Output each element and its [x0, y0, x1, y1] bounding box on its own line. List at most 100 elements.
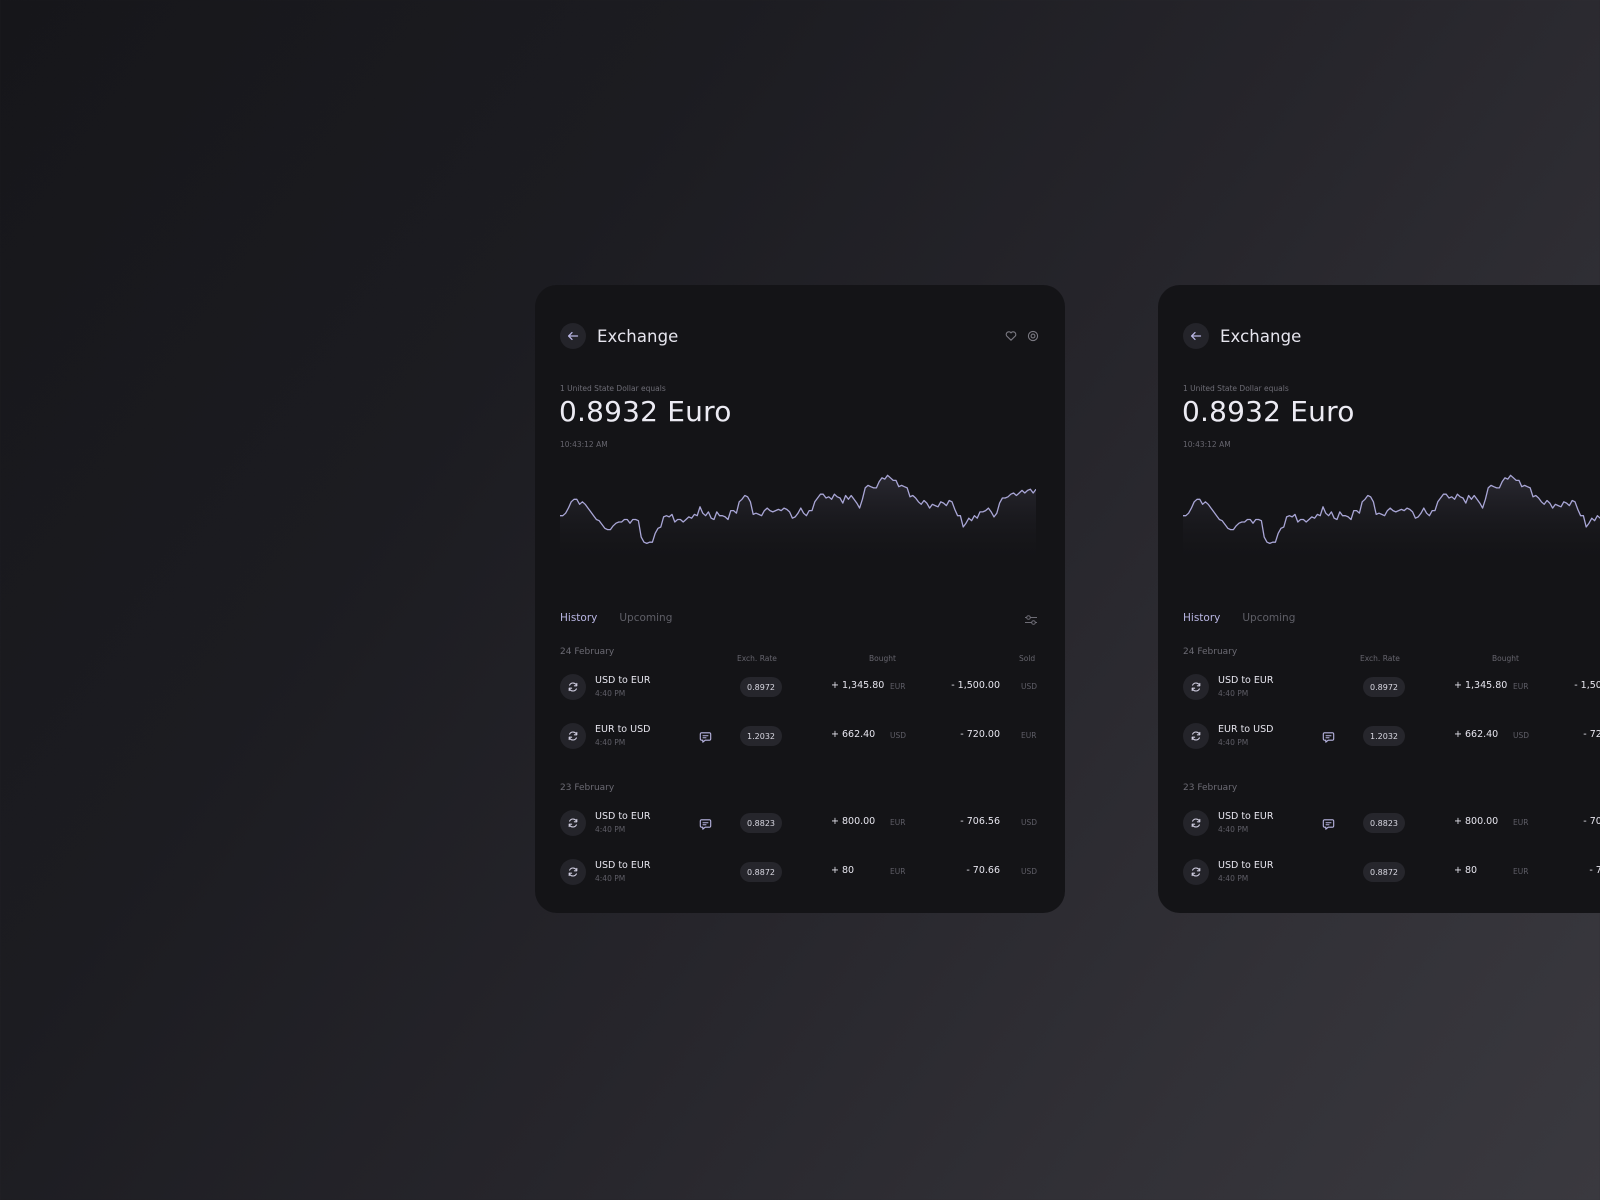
row-time: 4:40 PM [1218, 738, 1249, 747]
exchange-icon-badge [1183, 859, 1209, 885]
comment-icon [1322, 819, 1335, 830]
bought-currency: USD [890, 731, 907, 740]
exchange-card-secondary: Exchange 1 United State Dollar equals 0.… [1158, 285, 1600, 913]
bought-amount: + 662.40 [1454, 729, 1499, 740]
arrow-left-icon [567, 331, 579, 341]
rate-timestamp: 10:43:12 AM [560, 440, 608, 449]
exchange-rate-chip: 0.8872 [1363, 862, 1405, 882]
filter-button[interactable] [1024, 612, 1038, 626]
exchange-icon-badge [560, 810, 586, 836]
bought-amount: + 662.40 [831, 729, 876, 740]
comment-icon [1322, 732, 1335, 743]
table-row[interactable]: EUR to USD 4:40 PM 1.2032 + 662.40 USD -… [1183, 721, 1600, 751]
sold-currency: USD [1021, 682, 1038, 691]
bought-amount: + 1,345.80 [1454, 680, 1508, 691]
table-row[interactable]: EUR to USD 4:40 PM 1.2032 + 662.40 USD -… [560, 721, 1040, 751]
exchange-rate-chip: 0.8823 [740, 813, 782, 833]
row-title: USD to EUR [1218, 675, 1274, 686]
exchange-icon-badge [560, 723, 586, 749]
column-header-sold: Sold [1019, 654, 1036, 663]
bought-amount: + 1,345.80 [831, 680, 885, 691]
refresh-icon [1191, 682, 1201, 692]
rate-caption: 1 United State Dollar equals [1183, 384, 1289, 393]
exchange-rate-chip: 1.2032 [1363, 726, 1405, 746]
settings-icon [1027, 330, 1039, 342]
tabs: History Upcoming [560, 612, 672, 624]
rate-chart [1183, 474, 1600, 565]
tab-upcoming[interactable]: Upcoming [1242, 612, 1296, 624]
row-title: USD to EUR [1218, 860, 1274, 871]
tabs: History Upcoming [1183, 612, 1295, 624]
exchange-icon-badge [1183, 674, 1209, 700]
group-date: 23 February [560, 783, 615, 793]
sliders-icon [1025, 615, 1037, 625]
back-button[interactable] [560, 323, 586, 349]
heart-icon [1005, 331, 1017, 341]
sold-currency: EUR [1021, 731, 1037, 740]
chart-area [1183, 475, 1600, 565]
exchange-icon-badge [1183, 723, 1209, 749]
sold-amount: - 70.66 [1589, 865, 1600, 876]
note-button[interactable] [699, 816, 712, 830]
row-time: 4:40 PM [595, 738, 626, 747]
group-date: 24 February [1183, 647, 1238, 657]
table-row[interactable]: USD to EUR 4:40 PM 0.8972 + 1,345.80 EUR… [1183, 672, 1600, 702]
column-header-bought: Bought [869, 654, 896, 663]
exchange-icon-badge [560, 859, 586, 885]
row-time: 4:40 PM [595, 874, 626, 883]
table-row[interactable]: USD to EUR 4:40 PM 0.8972 + 1,345.80 EUR… [560, 672, 1040, 702]
sold-amount: - 1,500.00 [951, 680, 1000, 691]
back-button[interactable] [1183, 323, 1209, 349]
column-header-bought: Bought [1492, 654, 1519, 663]
rate-chart [560, 474, 1036, 565]
table-row[interactable]: USD to EUR 4:40 PM 0.8823 + 800.00 EUR -… [560, 808, 1040, 838]
row-time: 4:40 PM [1218, 825, 1249, 834]
exchange-icon-badge [560, 674, 586, 700]
bought-amount: + 800.00 [831, 816, 876, 827]
comment-icon [699, 732, 712, 743]
group-date: 23 February [1183, 783, 1238, 793]
exchange-rate-chip: 0.8823 [1363, 813, 1405, 833]
table-row[interactable]: USD to EUR 4:40 PM 0.8872 + 80 EUR - 70.… [560, 857, 1040, 887]
favorite-button[interactable] [1004, 329, 1018, 343]
chart-area [560, 475, 1036, 565]
note-button[interactable] [1322, 816, 1335, 830]
tab-history[interactable]: History [560, 612, 598, 624]
bought-currency: EUR [890, 682, 906, 691]
bought-currency: EUR [890, 867, 906, 876]
exchange-icon-badge [1183, 810, 1209, 836]
exchange-card: Exchange 1 United State Dollar equals 0.… [535, 285, 1065, 913]
settings-button[interactable] [1026, 329, 1040, 343]
arrow-left-icon [1190, 331, 1202, 341]
sold-amount: - 720.00 [960, 729, 1000, 740]
table-row[interactable]: USD to EUR 4:40 PM 0.8872 + 80 EUR - 70.… [1183, 857, 1600, 887]
bought-currency: EUR [1513, 818, 1529, 827]
tab-upcoming[interactable]: Upcoming [619, 612, 673, 624]
row-title: USD to EUR [595, 675, 651, 686]
bought-currency: EUR [1513, 682, 1529, 691]
row-time: 4:40 PM [1218, 874, 1249, 883]
column-header-rate: Exch. Rate [737, 654, 777, 663]
table-row[interactable]: USD to EUR 4:40 PM 0.8823 + 800.00 EUR -… [1183, 808, 1600, 838]
column-header-rate: Exch. Rate [1360, 654, 1400, 663]
refresh-icon [1191, 867, 1201, 877]
bought-currency: EUR [890, 818, 906, 827]
sold-amount: - 720.00 [1583, 729, 1600, 740]
header: Exchange [1183, 323, 1600, 349]
bought-amount: + 80 [1454, 865, 1478, 876]
sold-amount: - 70.66 [966, 865, 1000, 876]
row-title: EUR to USD [1218, 724, 1274, 735]
sold-currency: USD [1021, 818, 1038, 827]
note-button[interactable] [699, 729, 712, 743]
comment-icon [699, 819, 712, 830]
row-title: EUR to USD [595, 724, 651, 735]
refresh-icon [568, 682, 578, 692]
chart-line [1183, 474, 1600, 545]
exchange-rate-chip: 0.8972 [740, 677, 782, 697]
note-button[interactable] [1322, 729, 1335, 743]
row-time: 4:40 PM [595, 825, 626, 834]
tab-history[interactable]: History [1183, 612, 1221, 624]
rate-caption: 1 United State Dollar equals [560, 384, 666, 393]
row-time: 4:40 PM [1218, 689, 1249, 698]
exchange-rate-chip: 0.8972 [1363, 677, 1405, 697]
